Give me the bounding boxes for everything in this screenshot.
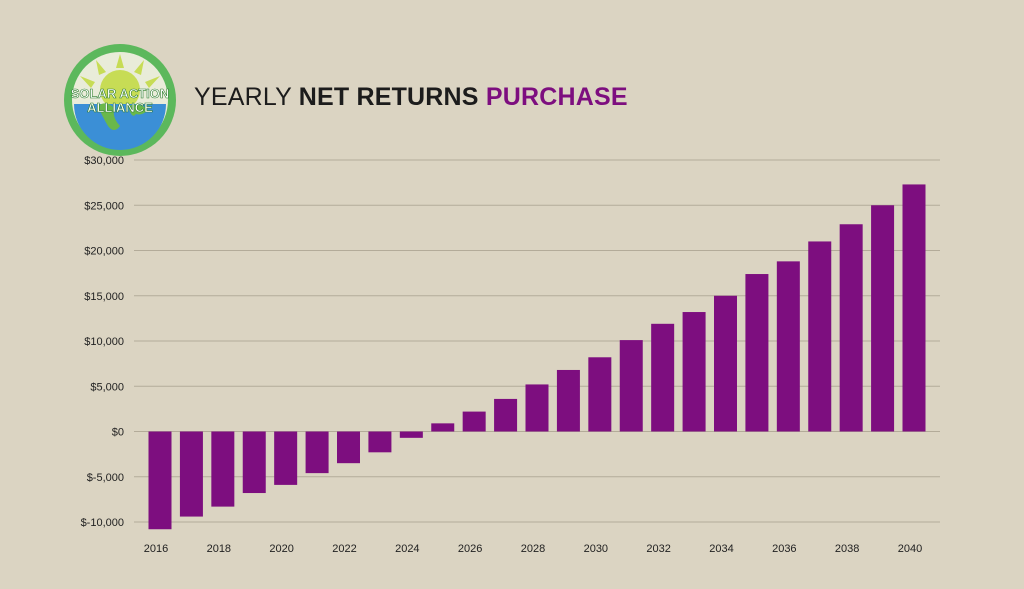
bar-2027 (494, 398, 518, 432)
bar-2032 (651, 323, 675, 432)
x-tick-label: 2034 (709, 543, 733, 555)
x-tick-label: 2040 (898, 543, 922, 555)
title-part-purchase: PURCHASE (485, 83, 628, 111)
x-tick-label: 2038 (835, 543, 859, 555)
chart-title: YEARLY NET RETURNS PURCHASE (194, 83, 628, 112)
bar-2028 (525, 384, 549, 432)
bar-2026 (462, 411, 486, 432)
x-tick-label: 2032 (646, 543, 670, 555)
grid-lines (134, 159, 940, 523)
bar-2033 (682, 312, 706, 432)
x-tick-label: 2018 (207, 543, 231, 555)
bar-2031 (619, 340, 643, 432)
logo-line1: SOLAR ACTION (71, 86, 169, 101)
bar-2016 (148, 431, 172, 530)
y-tick-label: $-5,000 (87, 472, 124, 484)
bar-2021 (305, 431, 329, 474)
bar-2034 (714, 295, 737, 432)
title-part-net-returns: NET RETURNS (298, 83, 486, 111)
bar-2023 (368, 431, 392, 453)
bar-2038 (839, 224, 863, 432)
bar-2020 (274, 431, 298, 485)
x-tick-labels: 2016 2018 2020 2022 2024 2026 2028 2030 2032 2034… (144, 543, 922, 555)
bar-2025 (431, 423, 455, 432)
bar-2037 (808, 241, 832, 432)
y-tick-label: $30,000 (84, 155, 124, 167)
bar-2024 (399, 431, 423, 438)
x-tick-label: 2024 (395, 543, 419, 555)
y-tick-labels: $30,000 $25,000 $20,000 $15,000 $10,000 $5,00… (81, 155, 124, 529)
bar-2030 (588, 357, 612, 432)
x-tick-label: 2026 (458, 543, 482, 555)
y-tick-label: $0 (112, 427, 124, 439)
bar-2039 (871, 205, 895, 432)
x-tick-label: 2036 (772, 543, 796, 555)
y-tick-label: $10,000 (84, 336, 124, 348)
bar-2029 (556, 369, 580, 432)
x-tick-label: 2016 (144, 543, 168, 555)
bar-2022 (337, 431, 360, 464)
bar-2019 (242, 431, 266, 494)
bar-2040 (902, 184, 926, 432)
y-tick-label: $15,000 (84, 291, 124, 303)
bar-2017 (179, 431, 203, 517)
y-tick-label: $-10,000 (81, 517, 124, 529)
bar-2035 (745, 274, 769, 432)
x-tick-label: 2030 (584, 543, 608, 555)
solar-action-alliance-logo: SOLAR ACTION ALLIANCE (64, 44, 176, 156)
x-tick-label: 2022 (332, 543, 356, 555)
bar-2036 (776, 261, 800, 432)
title-part-yearly: YEARLY (194, 83, 299, 111)
x-tick-label: 2028 (521, 543, 545, 555)
bar-2018 (211, 431, 235, 507)
x-tick-label: 2020 (269, 543, 293, 555)
y-tick-label: $5,000 (90, 381, 124, 393)
y-tick-label: $25,000 (84, 200, 124, 212)
bars (148, 184, 926, 530)
logo-line2: ALLIANCE (87, 100, 153, 115)
y-tick-label: $20,000 (84, 246, 124, 258)
